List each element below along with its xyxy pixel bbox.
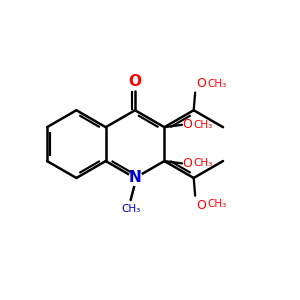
Text: O: O (128, 74, 142, 89)
Text: N: N (129, 170, 141, 185)
Text: CH₃: CH₃ (207, 79, 226, 89)
Text: O: O (183, 157, 193, 170)
Text: O: O (196, 199, 206, 212)
Text: CH₃: CH₃ (207, 199, 226, 209)
Text: N: N (129, 170, 141, 185)
Text: CH₃: CH₃ (193, 120, 212, 130)
Text: CH₃: CH₃ (193, 158, 212, 168)
Text: O: O (183, 118, 193, 131)
Text: O: O (196, 76, 206, 90)
Text: CH₃: CH₃ (121, 204, 140, 214)
